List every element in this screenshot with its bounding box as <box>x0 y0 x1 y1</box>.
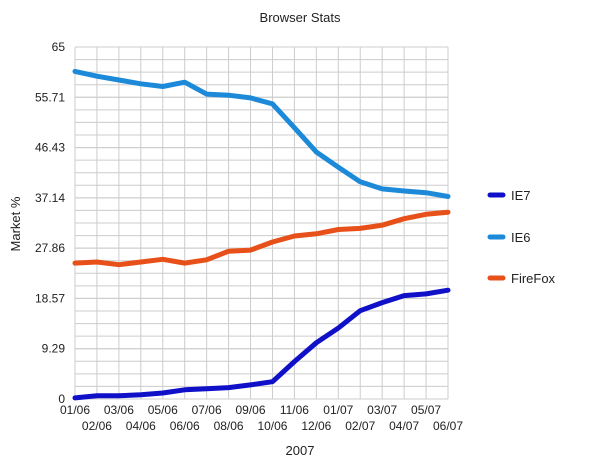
legend-label-firefox: FireFox <box>511 271 556 286</box>
series-line-ie7 <box>72 287 451 401</box>
y-tick-label: 18.57 <box>35 291 65 305</box>
x-tick-label: 04/06 <box>126 419 156 433</box>
x-tick-label: 02/06 <box>82 419 112 433</box>
x-tick-label: 01/06 <box>60 403 90 417</box>
y-tick-label: 27.86 <box>35 241 65 255</box>
y-axis-label: Market % <box>8 196 23 251</box>
y-tick-label: 9.29 <box>42 342 66 356</box>
x-tick-label: 03/07 <box>367 403 397 417</box>
series-line-ie6 <box>72 68 451 199</box>
y-axis-ticks: 0 9.29 18.57 27.86 37.14 46.43 55.71 65 <box>35 40 65 406</box>
legend-label-ie7: IE7 <box>511 188 531 203</box>
y-tick-label: 0 <box>58 392 65 406</box>
x-tick-label: 02/07 <box>345 419 375 433</box>
x-tick-label: 04/07 <box>389 419 419 433</box>
y-tick-label: 37.14 <box>35 191 65 205</box>
chart-title: Browser Stats <box>260 10 341 25</box>
x-tick-label: 08/06 <box>214 419 244 433</box>
x-tick-label: 07/06 <box>192 403 222 417</box>
y-tick-label: 65 <box>52 40 66 54</box>
x-tick-label: 12/06 <box>301 419 331 433</box>
x-axis-label: 2007 <box>286 443 315 458</box>
series-line-firefox <box>72 209 451 268</box>
x-tick-label: 01/07 <box>323 403 353 417</box>
x-tick-label: 10/06 <box>257 419 287 433</box>
x-tick-label: 06/07 <box>433 419 463 433</box>
x-tick-label: 11/06 <box>280 403 309 417</box>
x-tick-label: 06/06 <box>170 419 200 433</box>
x-tick-label: 09/06 <box>236 403 266 417</box>
x-tick-label: 05/07 <box>411 403 441 417</box>
x-tick-label: 05/06 <box>148 403 178 417</box>
x-axis-ticks: 01/06 02/06 03/06 04/06 05/06 06/06 07/06 08/06… <box>60 403 463 433</box>
legend: IE7 IE6 FireFox <box>487 188 556 286</box>
x-tick-label: 03/06 <box>104 403 134 417</box>
y-tick-label: 46.43 <box>35 141 65 155</box>
y-tick-label: 55.71 <box>35 90 65 104</box>
legend-label-ie6: IE6 <box>511 230 531 245</box>
series-lines <box>72 68 451 401</box>
